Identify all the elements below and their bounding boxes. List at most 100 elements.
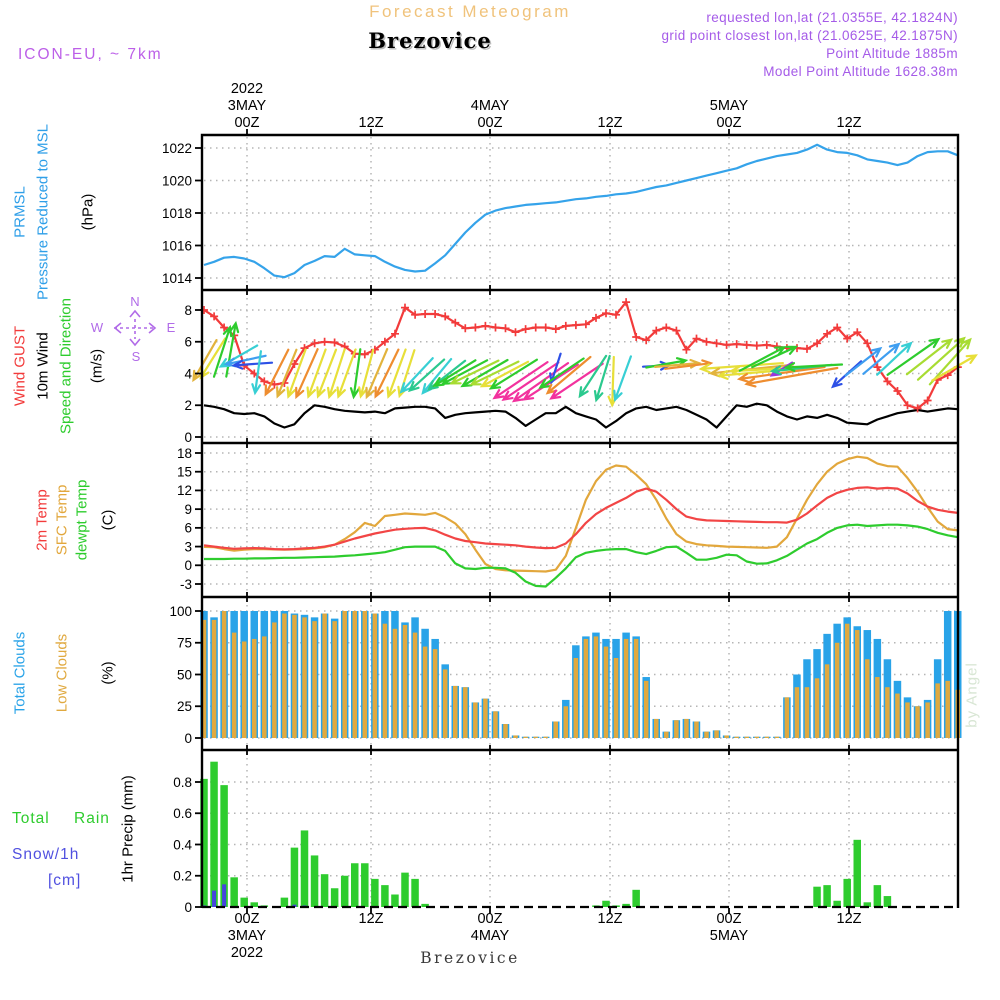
svg-text:W: W xyxy=(91,320,104,335)
time-label-top-3may: 2022 3MAY 00Z xyxy=(228,81,266,132)
time-label-top-12z-2: 12Z xyxy=(598,115,623,132)
y-tick-label: 1022 xyxy=(162,141,192,156)
time-hour: 12Z xyxy=(358,115,384,131)
y-tick-label: 0.2 xyxy=(173,869,192,884)
precip-unit-label: 1hr Precip (mm) xyxy=(119,775,137,883)
wind-10m-series xyxy=(203,402,958,429)
meta-point-altitude: Point Altitude 1885m xyxy=(826,46,958,61)
wind-10m-label: 10m Wind xyxy=(34,332,52,400)
gridlines xyxy=(204,137,956,906)
time-hour: 00Z xyxy=(234,911,260,927)
time-hour: 00Z xyxy=(234,115,260,131)
pressure-label-prmsl: PRMSL xyxy=(11,186,29,238)
y-tick-label: -3 xyxy=(180,577,192,592)
time-label-bottom-3may: 00Z 3MAY 2022 xyxy=(228,911,266,962)
gust-plus-markers xyxy=(200,298,962,413)
time-label-bottom-12z-3: 12Z xyxy=(837,911,862,928)
time-hour: 12Z xyxy=(836,115,862,131)
time-label-top-12z-1: 12Z xyxy=(359,115,384,132)
time-label-bottom-12z-2: 12Z xyxy=(598,911,623,928)
time-label-bottom-5may: 00Z 5MAY xyxy=(710,911,748,945)
y-tick-label: 6 xyxy=(184,335,192,350)
wind-gust-series xyxy=(203,301,959,410)
meta-requested-lonlat: requested lon,lat (21.0355E, 42.1824N) xyxy=(706,10,958,25)
time-label-top-5may: 5MAY 00Z xyxy=(710,98,748,132)
wind-gust-label: Wind GUST xyxy=(11,325,29,407)
y-tick-label: 15 xyxy=(177,465,192,480)
time-day: 5MAY xyxy=(709,928,749,944)
temp-2m-series xyxy=(203,486,958,551)
y-tick-label: 18 xyxy=(177,446,192,461)
y-tick-label: 4 xyxy=(184,366,192,381)
time-day: 4MAY xyxy=(470,928,510,944)
y-tick-label: 9 xyxy=(184,502,192,517)
time-hour: 00Z xyxy=(477,115,503,131)
station-title: Brezovice xyxy=(368,28,492,53)
precip-cm-label: [cm] xyxy=(48,872,82,889)
y-tick-label: 1018 xyxy=(162,206,192,221)
time-label-top-12z-3: 12Z xyxy=(837,115,862,132)
time-year: 2022 xyxy=(230,945,264,961)
y-tick-label: 2 xyxy=(184,398,192,413)
precip-rain-label: Rain xyxy=(74,810,110,827)
time-hour: 12Z xyxy=(597,911,623,927)
time-hour: 12Z xyxy=(358,911,384,927)
svg-text:S: S xyxy=(132,349,141,364)
y-tick-label: 0.4 xyxy=(173,837,192,852)
time-day: 3MAY xyxy=(227,98,267,114)
y-tick-label: 25 xyxy=(177,699,192,714)
temp-2m-label: 2m Temp xyxy=(33,489,51,551)
y-tick-label: 0 xyxy=(184,430,192,445)
clouds-low-label: Low Clouds xyxy=(53,633,71,713)
time-hour: 12Z xyxy=(597,115,623,131)
y-tick-label: 8 xyxy=(184,303,192,318)
time-label-bottom-4may: 00Z 4MAY xyxy=(471,911,509,945)
clouds-total-label: Total Clouds xyxy=(11,631,29,715)
precip-snow-label: Snow/1h xyxy=(12,846,80,863)
precip-bars xyxy=(200,761,892,907)
clouds-unit-label: (%) xyxy=(99,661,117,685)
y-tick-label: 6 xyxy=(184,521,192,536)
y-tick-label: 0.6 xyxy=(173,806,192,821)
y-tick-label: 0 xyxy=(184,731,192,746)
wind-direction-arrows xyxy=(192,320,978,408)
time-day: 5MAY xyxy=(709,98,749,114)
footer-station-label: Brezovice xyxy=(420,949,520,967)
y-tick-label: 1016 xyxy=(162,238,192,253)
cloud-bars xyxy=(200,611,962,738)
page-title: Forecast Meteogram xyxy=(369,2,571,21)
pressure-series xyxy=(203,143,959,279)
y-tick-label: 0 xyxy=(184,558,192,573)
time-hour: 12Z xyxy=(836,911,862,927)
temp-dewpt-label: dewpt Temp xyxy=(73,479,91,561)
time-label-top-4may: 4MAY 00Z xyxy=(471,98,509,132)
y-tick-label: 100 xyxy=(169,604,192,619)
y-tick-label: 75 xyxy=(177,636,192,651)
compass-rose: N S W E xyxy=(91,294,176,364)
y-tick-label: 0 xyxy=(184,900,192,915)
meta-gridpoint-lonlat: grid point closest lon,lat (21.0625E, 42… xyxy=(661,28,958,43)
y-tick-label: 12 xyxy=(177,483,192,498)
meta-model-altitude: Model Point Altitude 1628.38m xyxy=(763,64,958,79)
pressure-label-reduced-msl: Pressure Reduced to MSL xyxy=(34,124,52,300)
y-tick-label: 1014 xyxy=(162,271,193,286)
time-label-bottom-12z-1: 12Z xyxy=(359,911,384,928)
wind-speed-direction-label: Speed and Direction xyxy=(57,298,75,434)
panel-frames: 1014101610181020102202468-30369121518025… xyxy=(162,129,960,915)
time-year: 2022 xyxy=(230,81,264,97)
watermark-credit: by Angel xyxy=(963,662,981,728)
precip-total-label: Total xyxy=(12,810,50,827)
wind-unit-label: (m/s) xyxy=(88,348,106,384)
temp-unit-label: (C) xyxy=(99,509,117,531)
y-tick-label: 3 xyxy=(184,539,192,554)
time-day: 3MAY xyxy=(227,928,267,944)
time-hour: 00Z xyxy=(477,911,503,927)
time-day: 4MAY xyxy=(470,98,510,114)
y-tick-label: 1020 xyxy=(162,173,192,188)
pressure-unit-label: (hPa) xyxy=(79,193,97,231)
time-hour: 00Z xyxy=(716,911,742,927)
time-hour: 00Z xyxy=(716,115,742,131)
svg-text:N: N xyxy=(130,294,139,309)
